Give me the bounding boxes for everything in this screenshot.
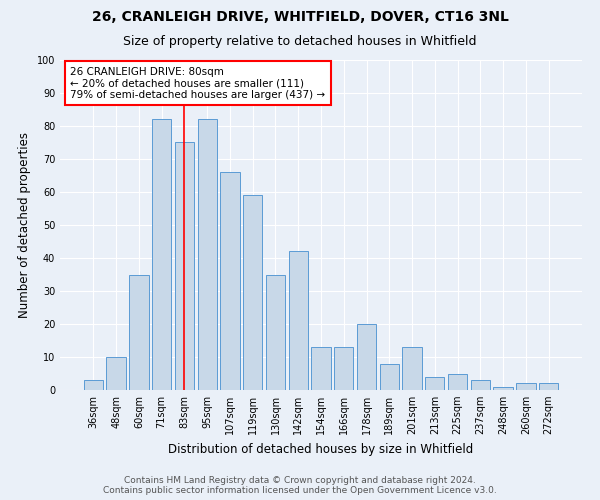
Bar <box>539 384 558 390</box>
Bar <box>129 274 149 390</box>
Bar <box>357 324 376 390</box>
Bar <box>197 120 217 390</box>
Bar <box>84 380 103 390</box>
X-axis label: Distribution of detached houses by size in Whitfield: Distribution of detached houses by size … <box>169 442 473 456</box>
Text: 26, CRANLEIGH DRIVE, WHITFIELD, DOVER, CT16 3NL: 26, CRANLEIGH DRIVE, WHITFIELD, DOVER, C… <box>92 10 508 24</box>
Bar <box>380 364 399 390</box>
Bar <box>106 357 126 390</box>
Bar <box>220 172 239 390</box>
Bar <box>175 142 194 390</box>
Bar <box>152 120 172 390</box>
Text: 26 CRANLEIGH DRIVE: 80sqm
← 20% of detached houses are smaller (111)
79% of semi: 26 CRANLEIGH DRIVE: 80sqm ← 20% of detac… <box>70 66 326 100</box>
Bar <box>334 347 353 390</box>
Text: Contains HM Land Registry data © Crown copyright and database right 2024.
Contai: Contains HM Land Registry data © Crown c… <box>103 476 497 495</box>
Bar <box>289 252 308 390</box>
Bar <box>470 380 490 390</box>
Y-axis label: Number of detached properties: Number of detached properties <box>18 132 31 318</box>
Text: Size of property relative to detached houses in Whitfield: Size of property relative to detached ho… <box>123 35 477 48</box>
Bar <box>516 384 536 390</box>
Bar <box>266 274 285 390</box>
Bar <box>448 374 467 390</box>
Bar <box>243 196 262 390</box>
Bar <box>425 377 445 390</box>
Bar <box>403 347 422 390</box>
Bar <box>493 386 513 390</box>
Bar <box>311 347 331 390</box>
